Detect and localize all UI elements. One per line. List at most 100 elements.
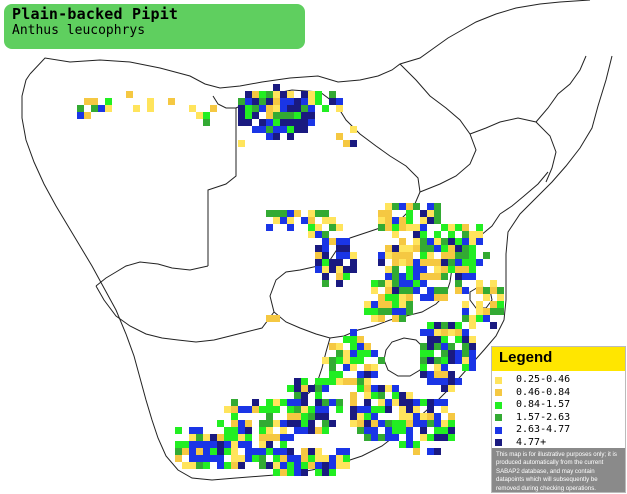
distribution-cell [329,378,336,385]
distribution-cell [231,448,238,455]
distribution-cell [399,259,406,266]
distribution-cell [224,406,231,413]
distribution-cell [448,224,455,231]
distribution-cell [378,280,385,287]
distribution-cell [427,245,434,252]
distribution-cell [308,91,315,98]
distribution-cell [364,308,371,315]
distribution-cell [224,427,231,434]
distribution-cell [336,252,343,259]
distribution-cell [427,399,434,406]
distribution-cell [280,126,287,133]
distribution-cell [175,427,182,434]
distribution-cell [441,322,448,329]
distribution-cell [245,448,252,455]
distribution-cell [105,98,112,105]
distribution-cell [329,455,336,462]
distribution-cell [322,385,329,392]
distribution-cell [273,126,280,133]
distribution-cell [399,224,406,231]
distribution-cell [301,119,308,126]
distribution-cell [406,441,413,448]
distribution-cell [301,448,308,455]
distribution-cell [280,441,287,448]
distribution-cell [294,119,301,126]
legend-title: Legend [499,349,553,366]
distribution-cell [238,434,245,441]
distribution-cell [147,105,154,112]
distribution-cell [392,294,399,301]
distribution-cell [462,329,469,336]
distribution-cell [455,273,462,280]
species-common-name: Plain-backed Pipit [12,5,179,23]
distribution-cell [357,378,364,385]
distribution-cell [476,308,483,315]
distribution-cell [287,98,294,105]
distribution-cell [266,413,273,420]
distribution-cell [483,294,490,301]
distribution-cell [329,224,336,231]
distribution-cell [406,301,413,308]
distribution-cell [448,322,455,329]
legend-item: 0.84-1.57 [495,399,570,411]
distribution-cell [371,280,378,287]
distribution-cell [266,224,273,231]
distribution-cell [301,469,308,476]
distribution-cell [378,315,385,322]
distribution-cell [336,350,343,357]
distribution-cell [371,392,378,399]
distribution-cell [322,231,329,238]
distribution-cell [287,420,294,427]
distribution-cell [252,455,259,462]
distribution-cell [308,217,315,224]
distribution-cell [462,301,469,308]
distribution-cell [420,238,427,245]
distribution-cell [420,420,427,427]
distribution-cell [224,448,231,455]
distribution-cell [427,217,434,224]
distribution-cell [399,301,406,308]
distribution-cell [462,252,469,259]
distribution-cell [294,413,301,420]
distribution-cell [483,308,490,315]
distribution-cell [287,455,294,462]
distribution-cell [343,140,350,147]
distribution-cell [448,329,455,336]
distribution-cell [273,469,280,476]
distribution-cell [280,98,287,105]
distribution-cell [462,238,469,245]
distribution-cell [252,406,259,413]
distribution-cell [420,350,427,357]
distribution-cell [364,413,371,420]
distribution-cell [196,455,203,462]
distribution-cell [483,287,490,294]
distribution-cell [420,280,427,287]
distribution-cell [399,252,406,259]
distribution-cell [252,98,259,105]
distribution-cell [266,315,273,322]
distribution-cell [413,238,420,245]
distribution-cell [280,434,287,441]
distribution-cell [350,357,357,364]
distribution-cell [420,245,427,252]
distribution-cell [273,133,280,140]
distribution-cell [371,406,378,413]
distribution-cell [280,455,287,462]
distribution-cell [273,315,280,322]
distribution-cell [343,273,350,280]
distribution-cell [266,406,273,413]
distribution-cell [238,441,245,448]
distribution-cell [273,462,280,469]
distribution-cell [406,245,413,252]
distribution-cell [371,308,378,315]
distribution-cell [392,245,399,252]
distribution-cell [287,105,294,112]
distribution-cell [434,336,441,343]
distribution-cell [322,406,329,413]
distribution-cell [252,112,259,119]
distribution-cell [448,266,455,273]
distribution-cell [350,252,357,259]
distribution-cell [406,210,413,217]
distribution-cell [301,385,308,392]
distribution-cell [308,413,315,420]
